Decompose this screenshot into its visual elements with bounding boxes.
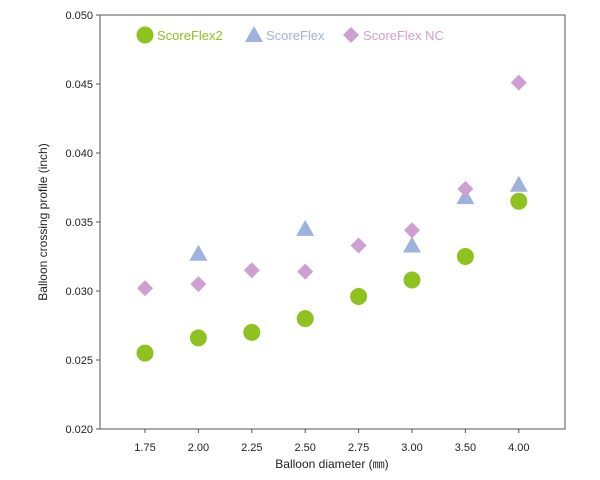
y-tick-label: 0.025 [65, 355, 93, 367]
plot-frame [99, 14, 566, 430]
point-circle [456, 248, 474, 265]
point-triangle [296, 219, 315, 236]
x-axis-title: Balloon diameter (㎜) [275, 457, 388, 471]
point-triangle [189, 244, 208, 261]
y-tick-label: 0.020 [65, 424, 93, 436]
point-diamond [137, 280, 153, 297]
point-diamond [510, 74, 527, 91]
point-diamond [404, 222, 420, 239]
x-tick-label: 3.00 [401, 442, 422, 454]
point-diamond [297, 263, 314, 280]
point-circle [350, 288, 368, 306]
legend-marker-diamond [343, 27, 359, 43]
point-circle [296, 310, 314, 328]
y-tick-label: 0.035 [65, 217, 93, 229]
x-axis: 1.75 2.00 2.25 2.50 2.75 3.00 3.50 4.00 [134, 429, 530, 454]
legend-label: ScoreFlex [266, 28, 325, 43]
point-circle [136, 344, 154, 362]
legend-marker-circle [136, 26, 154, 44]
point-circle [403, 271, 421, 289]
y-tick-label: 0.050 [65, 10, 93, 22]
legend: ScoreFlex2 ScoreFlex ScoreFlex NC [136, 26, 444, 44]
x-tick-label: 2.00 [188, 442, 209, 454]
x-tick-label: 3.50 [455, 442, 476, 454]
data-points [136, 74, 528, 362]
y-tick-label: 0.030 [65, 286, 93, 298]
legend-label: ScoreFlex NC [363, 28, 444, 43]
y-axis-title: Balloon crossing profile (inch) [36, 143, 50, 300]
legend-marker-triangle [245, 26, 263, 42]
y-tick-label: 0.040 [65, 148, 93, 160]
point-circle [189, 329, 207, 347]
x-tick-label: 4.00 [508, 442, 529, 454]
x-tick-label: 2.25 [241, 442, 262, 454]
x-tick-label: 1.75 [134, 442, 155, 454]
point-triangle [403, 236, 421, 253]
legend-label: ScoreFlex2 [157, 28, 223, 43]
point-circle [510, 192, 528, 210]
point-diamond [457, 180, 474, 197]
x-tick-label: 2.75 [348, 442, 369, 454]
point-diamond [243, 262, 260, 279]
point-diamond [190, 276, 207, 293]
x-tick-label: 2.50 [294, 442, 315, 454]
point-triangle [509, 175, 528, 192]
point-diamond [350, 237, 367, 254]
y-tick-label: 0.045 [65, 79, 93, 91]
y-axis: 0.020 0.025 0.030 0.035 0.040 0.045 0.050 [65, 10, 100, 436]
point-circle [243, 323, 261, 341]
